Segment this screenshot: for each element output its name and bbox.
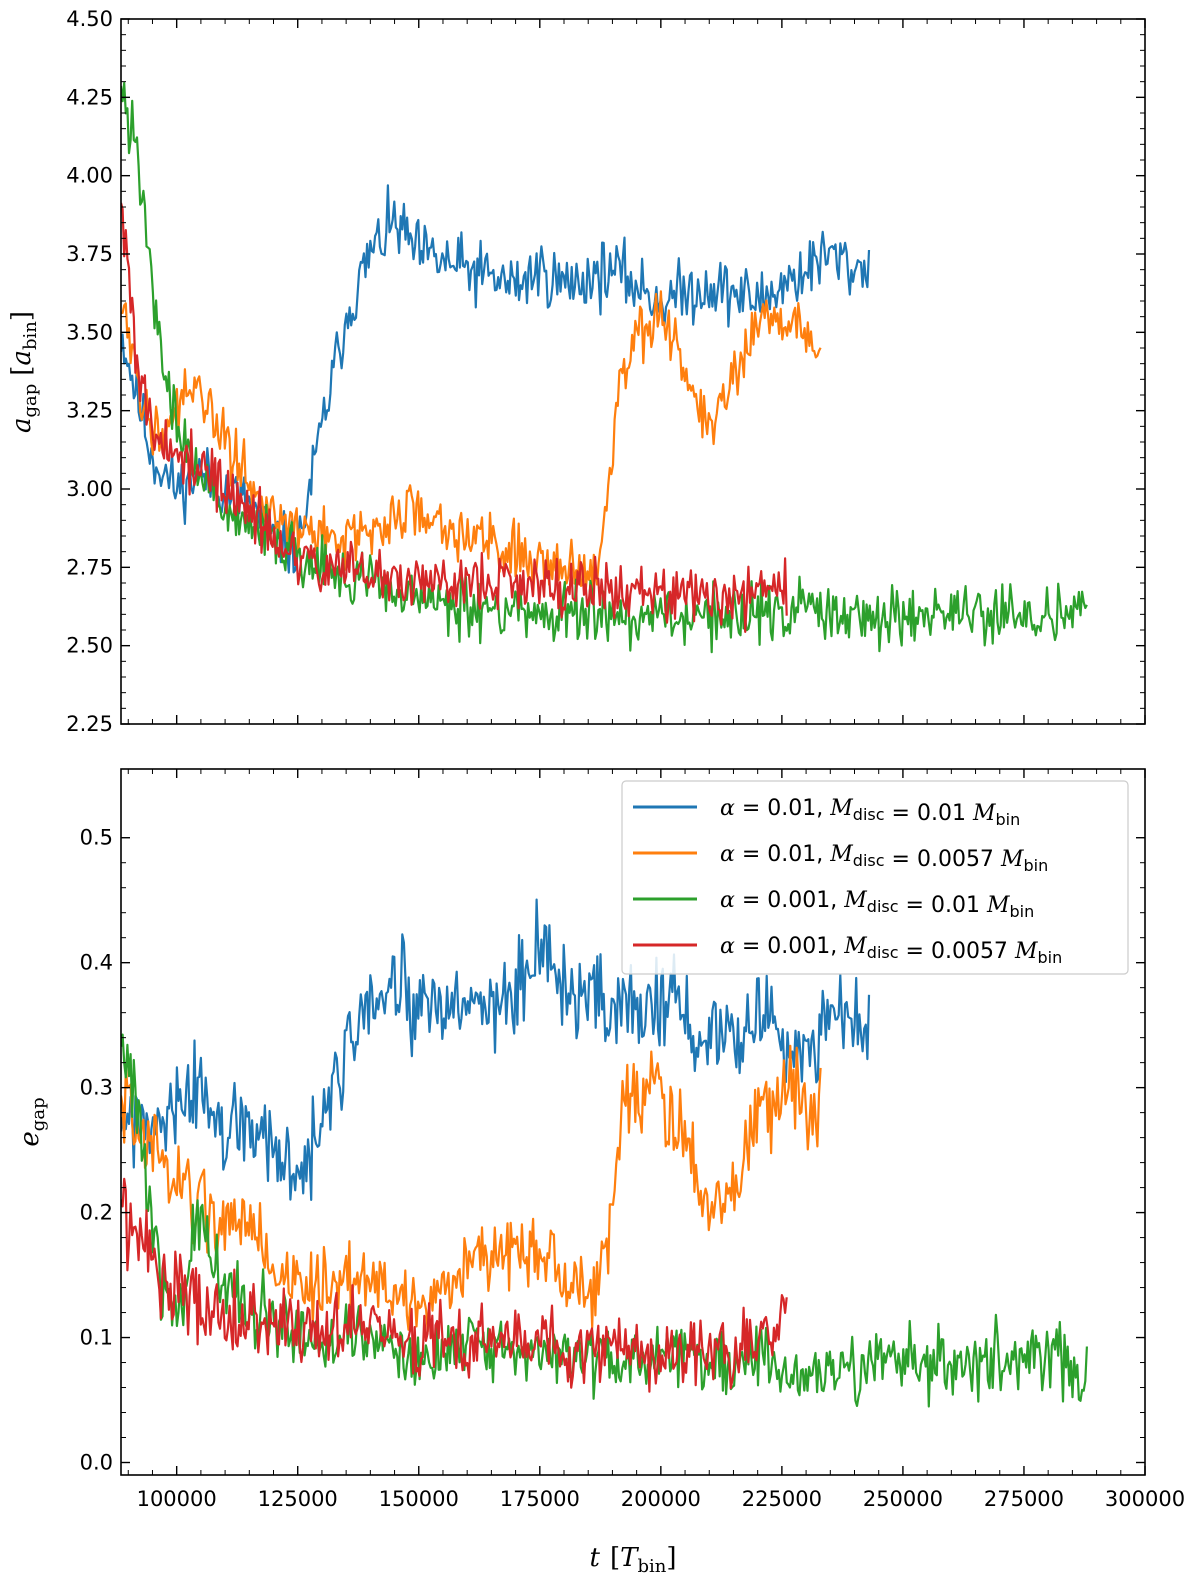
xlabel-main: t — [590, 1543, 601, 1573]
top-y-axis-title: agap[abin] — [7, 311, 41, 433]
top-ytick-label: 2.25 — [66, 712, 113, 736]
xtick-label: 100000 — [137, 1487, 217, 1511]
xlabel-unit-main: T — [620, 1543, 639, 1573]
xtick-label: 200000 — [621, 1487, 701, 1511]
bottom-ytick-label: 0.2 — [80, 1201, 113, 1225]
bottom-ticks: 0.0 0.1 0.2 0.3 0.4 0.5 100000 125000 150000 1750… — [80, 769, 1185, 1511]
bottom-series-group — [121, 898, 1088, 1408]
xtick-label: 300000 — [1105, 1487, 1185, 1511]
xtick-label: 225000 — [742, 1487, 822, 1511]
top-ylabel-main: a — [7, 417, 37, 433]
top-series-line-3 — [121, 202, 788, 633]
bottom-ytick-label: 0.3 — [80, 1076, 113, 1100]
xlabel-open-bracket: [ — [610, 1543, 620, 1573]
xlabel-unit-sub: bin — [637, 1556, 666, 1577]
legend-label-1: α = 0.01, Mdisc = 0.0057 Mbin — [720, 842, 1048, 875]
top-ytick-label: 3.00 — [66, 477, 113, 501]
top-ylabel-close-bracket: ] — [7, 311, 37, 321]
bottom-plot-frame — [120, 768, 1146, 1476]
legend-label-3: α = 0.001, Mdisc = 0.0057 Mbin — [720, 934, 1062, 967]
top-panel: 2.25 2.50 2.75 3.00 3.25 3.50 3.75 4.00 4.25 4.50… — [7, 7, 1146, 736]
legend-label-2: α = 0.001, Mdisc = 0.01 Mbin — [720, 888, 1034, 921]
bottom-ytick-label: 0.5 — [80, 826, 113, 850]
top-ylabel-open-bracket: [ — [7, 366, 37, 376]
legend: α = 0.01, Mdisc = 0.01 Mbin α = 0.01, Mdi… — [621, 780, 1129, 975]
top-ytick-label: 3.25 — [66, 399, 113, 423]
legend-label-0: α = 0.01, Mdisc = 0.01 Mbin — [720, 796, 1020, 829]
bottom-ylabel-sub: gap — [28, 1097, 49, 1131]
bottom-ytick-label: 0.4 — [80, 951, 113, 975]
legend-box — [621, 780, 1129, 975]
xtick-label: 150000 — [379, 1487, 459, 1511]
top-plot-frame — [120, 18, 1146, 725]
top-ylabel-sub: gap — [20, 384, 41, 418]
bottom-y-axis-title: egap — [15, 1097, 49, 1146]
top-ytick-label: 4.00 — [66, 164, 113, 188]
xtick-label: 250000 — [863, 1487, 943, 1511]
xtick-label: 125000 — [258, 1487, 338, 1511]
bottom-ylabel-main: e — [15, 1131, 45, 1146]
top-ytick-label: 2.50 — [66, 634, 113, 658]
x-axis-title: t [Tbin] — [590, 1543, 677, 1577]
xtick-label: 275000 — [984, 1487, 1064, 1511]
xlabel-close-bracket: ] — [666, 1543, 676, 1573]
top-ytick-label: 3.50 — [66, 320, 113, 344]
top-ytick-label: 3.75 — [66, 242, 113, 266]
top-ylabel-unit-main: a — [7, 350, 37, 366]
top-ylabel-unit-sub: bin — [20, 321, 41, 350]
bottom-ytick-label: 0.0 — [80, 1451, 113, 1475]
bottom-panel: 0.0 0.1 0.2 0.3 0.4 0.5 100000 125000 150000 1750… — [15, 768, 1185, 1577]
xtick-label: 175000 — [500, 1487, 580, 1511]
top-series-group — [121, 81, 1088, 654]
top-ticks: 2.25 2.50 2.75 3.00 3.25 3.50 3.75 4.00 4.25 4.50 — [66, 7, 1146, 736]
top-ytick-label: 4.25 — [66, 85, 113, 109]
top-ytick-label: 4.50 — [66, 7, 113, 31]
legend-entries: α = 0.01, Mdisc = 0.01 Mbin α = 0.01, Mdi… — [633, 796, 1062, 967]
bottom-ytick-label: 0.1 — [80, 1326, 113, 1350]
bottom-series-line-1 — [121, 1044, 822, 1333]
bottom-series-line-0 — [121, 898, 871, 1201]
top-ytick-label: 2.75 — [66, 555, 113, 579]
bottom-series-line-3 — [121, 1177, 788, 1393]
top-series-line-1 — [121, 290, 822, 596]
